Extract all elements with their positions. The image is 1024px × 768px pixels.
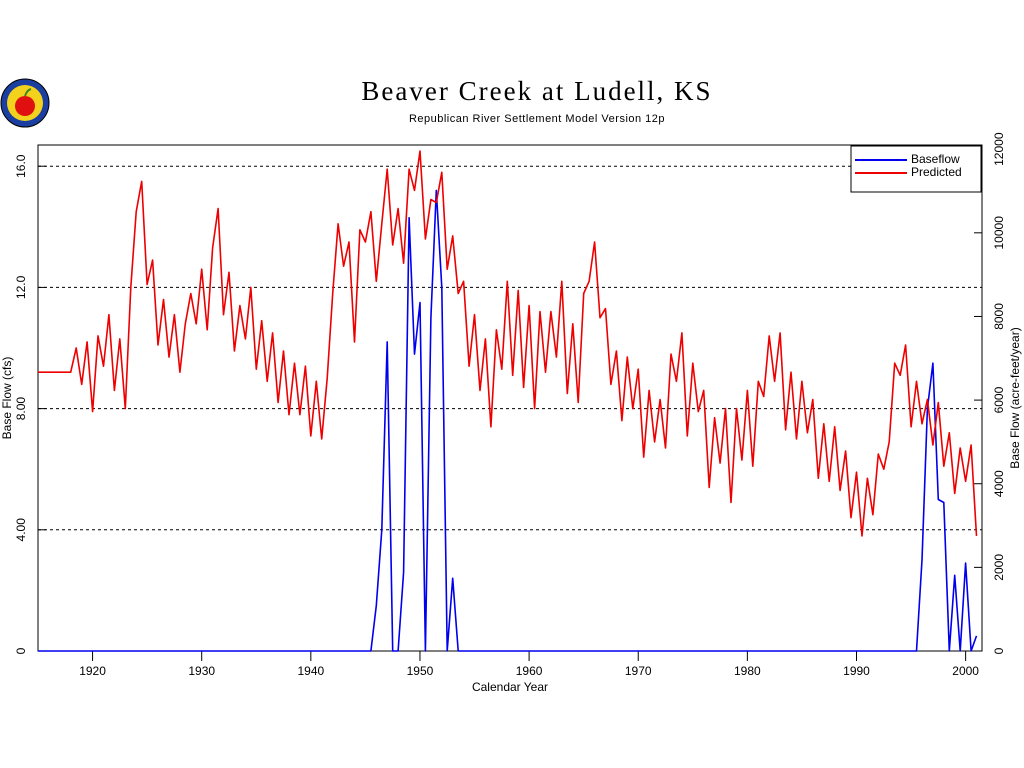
x-tick-label: 1990 bbox=[843, 664, 870, 678]
series-line bbox=[38, 150, 978, 537]
chart-subtitle: Republican River Settlement Model Versio… bbox=[409, 113, 665, 125]
y-tick-label: 4.00 bbox=[14, 518, 28, 542]
y2-tick-label: 6000 bbox=[992, 386, 1006, 413]
x-tick-label: 1960 bbox=[516, 664, 543, 678]
plot-frame bbox=[37, 144, 983, 652]
series-line bbox=[38, 189, 978, 652]
y2-tick-label: 2000 bbox=[992, 554, 1006, 581]
legend-label: Predicted bbox=[911, 165, 962, 179]
y2-axis-label: Base Flow (acre-feet/year) bbox=[1008, 327, 1022, 468]
logo bbox=[0, 78, 50, 128]
legend-box bbox=[850, 145, 982, 193]
y-tick-label: 8.00 bbox=[14, 397, 28, 421]
y-tick-label: 12.0 bbox=[14, 275, 28, 299]
y-axis-label: Base Flow (cfs) bbox=[0, 357, 14, 440]
x-tick-label: 1940 bbox=[297, 664, 324, 678]
y2-tick-label: 0 bbox=[992, 647, 1006, 654]
x-tick-label: 1920 bbox=[79, 664, 106, 678]
x-tick-label: 1950 bbox=[407, 664, 434, 678]
x-tick-label: 1930 bbox=[188, 664, 215, 678]
x-axis-label: Calendar Year bbox=[472, 680, 548, 694]
chart-title: Beaver Creek at Ludell, KS bbox=[361, 76, 712, 106]
y2-tick-label: 4000 bbox=[992, 470, 1006, 497]
x-tick-label: 1980 bbox=[734, 664, 761, 678]
y2-tick-label: 8000 bbox=[992, 303, 1006, 330]
x-tick-label: 2000 bbox=[952, 664, 979, 678]
x-tick-label: 1970 bbox=[625, 664, 652, 678]
y-tick-label: 16.0 bbox=[14, 154, 28, 178]
y2-tick-label: 10000 bbox=[992, 216, 1006, 250]
legend-label: Baseflow bbox=[911, 152, 960, 166]
y-tick-label: 0 bbox=[14, 647, 28, 654]
y2-tick-label: 12000 bbox=[992, 132, 1006, 166]
